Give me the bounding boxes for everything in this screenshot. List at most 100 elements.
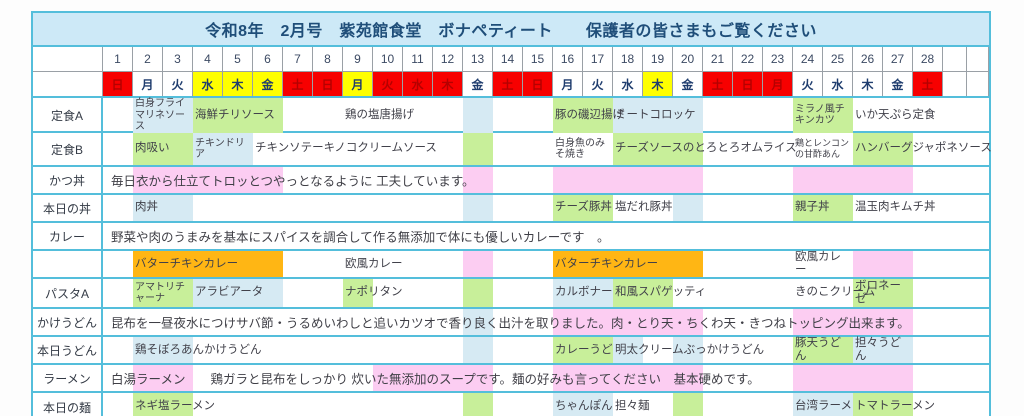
date-cell: 9 bbox=[343, 47, 373, 72]
menu-item-cell: 欧風カレー bbox=[345, 257, 403, 270]
highlight-cell bbox=[463, 337, 493, 364]
date-cell: 19 bbox=[643, 47, 673, 72]
menu-row: かつ丼 毎日衣から仕立てトロッとつやっとなるように 工夫しています。 bbox=[33, 167, 989, 195]
date-cell: 27 bbox=[883, 47, 913, 72]
row-description-text: 白湯ラーメン 鶏ガラと昆布をしっかり 炊いた無添加のスープです。麺の好みも言って… bbox=[111, 372, 760, 387]
menu-row: カレー 野菜や肉のうまみを基本にスパイスを調合して作る無添加で体にも優しいカレーで… bbox=[33, 223, 989, 251]
row-label: かつ丼 bbox=[33, 167, 103, 193]
highlight-cell bbox=[463, 167, 493, 193]
menu-item-cell: 海鮮チリソース bbox=[193, 98, 283, 133]
date-cell: 3 bbox=[163, 47, 193, 72]
menu-item-cell: ナポリタン bbox=[343, 279, 403, 307]
header-extra-cell bbox=[943, 47, 967, 72]
date-cell: 4 bbox=[193, 47, 223, 72]
date-cell: 6 bbox=[253, 47, 283, 72]
menu-item-cell: 親子丼 bbox=[793, 195, 853, 221]
highlight-cell bbox=[463, 393, 493, 416]
weekday-cell: 日 bbox=[103, 72, 133, 96]
highlight-cell bbox=[673, 337, 703, 364]
weekday-cell: 月 bbox=[133, 72, 163, 96]
date-cell: 18 bbox=[613, 47, 643, 72]
weekday-cell: 月 bbox=[343, 72, 373, 96]
menu-item-cell: 鶏そぼろあんかけうどん bbox=[133, 337, 262, 364]
highlight-cell bbox=[673, 195, 703, 221]
date-cell: 23 bbox=[763, 47, 793, 72]
date-cell: 12 bbox=[433, 47, 463, 72]
menu-item-cell: 欧風カレー bbox=[795, 251, 841, 277]
weekday-cell: 水 bbox=[193, 72, 223, 96]
header-extra-cell bbox=[967, 47, 989, 72]
menu-row: かけうどん 昆布を一昼夜水につけサバ節・うるめいわしと追いカツオで香り良く出汁を取… bbox=[33, 309, 989, 337]
date-cell: 24 bbox=[793, 47, 823, 72]
menu-item-cell: 豚天うどん bbox=[793, 337, 853, 364]
highlight-cell bbox=[373, 365, 493, 391]
weekday-cell: 火 bbox=[793, 72, 823, 96]
row-label: 本日の丼 bbox=[33, 195, 103, 221]
date-row: 1 2 3 4 5 6 7 8 9 10 11 12 13 14 15 16 17 18 19 20 21 22 23 24 2… bbox=[33, 47, 989, 72]
row-label: かけうどん bbox=[33, 309, 103, 335]
header-spacer-cell bbox=[33, 72, 103, 96]
weekday-cell: 木 bbox=[643, 72, 673, 96]
menu-item-cell: チキンソテーキノコクリームソース bbox=[255, 142, 437, 155]
row-description-text: 毎日衣から仕立てトロッとつやっとなるように 工夫しています。 bbox=[111, 174, 475, 189]
menu-item-cell: 白身フライマリネソース bbox=[133, 98, 193, 133]
weekday-cell: 土 bbox=[493, 72, 523, 96]
date-cell: 2 bbox=[133, 47, 163, 72]
menu-row: 本日うどん 鶏そぼろあんかけうどん カレーうどん 明太クリームぶっかけうどん 豚天うどん… bbox=[33, 337, 989, 365]
weekday-cell: 火 bbox=[163, 72, 193, 96]
row-label bbox=[33, 251, 103, 278]
menu-item-cell: 豚の磯辺揚げ bbox=[553, 98, 624, 133]
highlight-cell bbox=[463, 251, 493, 278]
menu-row: 本日の麺 ネギ塩ラーメン ちゃんぽん 担々麺 台湾ラーメン トマトラーメン bbox=[33, 393, 989, 416]
menu-item-cell: 担々うどん bbox=[853, 337, 913, 364]
row-label: ラーメン bbox=[33, 365, 103, 391]
menu-row: 定食B 肉吸い チキンドリア チキンソテーキノコクリームソース 白身魚のみそ焼き チーズソ… bbox=[33, 133, 992, 167]
date-cell: 11 bbox=[403, 47, 433, 72]
weekday-cell: 土 bbox=[703, 72, 733, 96]
weekday-cell: 金 bbox=[883, 72, 913, 96]
menu-item-cell: バターチキンカレー bbox=[133, 251, 283, 278]
highlight-cell bbox=[463, 279, 493, 307]
weekday-cell: 金 bbox=[463, 72, 493, 96]
menu-row: 本日の丼 肉丼 チーズ豚丼 塩だれ豚丼 親子丼 温玉肉キムチ丼 bbox=[33, 195, 989, 223]
highlight-cell bbox=[673, 393, 703, 416]
weekday-cell: 日 bbox=[523, 72, 553, 96]
menu-item-cell: チーズソースのとろとろオムライス bbox=[613, 133, 797, 165]
highlight-cell bbox=[553, 167, 703, 193]
menu-item-cell: ミートコロッケ bbox=[613, 98, 703, 133]
calendar-rows: 1 2 3 4 5 6 7 8 9 10 11 12 13 14 15 16 17 18 19 20 21 22 23 24 2… bbox=[33, 47, 992, 416]
weekday-cell: 土 bbox=[283, 72, 313, 96]
date-cell: 25 bbox=[823, 47, 853, 72]
menu-item-cell: いか天ぷら定食 bbox=[855, 108, 936, 121]
date-cell: 7 bbox=[283, 47, 313, 72]
weekday-cell: 木 bbox=[223, 72, 253, 96]
highlight-cell bbox=[853, 251, 913, 278]
menu-item-cell: ハンバーグジャポネソース bbox=[853, 133, 992, 165]
menu-item-cell: 明太クリームぶっかけうどん bbox=[613, 337, 764, 364]
date-cell: 8 bbox=[313, 47, 343, 72]
weekday-cell: 火 bbox=[583, 72, 613, 96]
row-label: 定食A bbox=[33, 98, 103, 133]
weekday-cell: 月 bbox=[553, 72, 583, 96]
menu-row: バターチキンカレー 欧風カレー バターチキンカレー 欧風カレー bbox=[33, 251, 989, 279]
menu-item-cell: 肉吸い bbox=[133, 133, 193, 165]
highlight-cell bbox=[793, 167, 913, 193]
weekday-cell: 日 bbox=[313, 72, 343, 96]
menu-item-cell: 鶏とレンコンの甘酢あん bbox=[795, 138, 850, 159]
date-cell: 21 bbox=[703, 47, 733, 72]
menu-item-cell: 台湾ラーメン bbox=[793, 393, 864, 416]
weekday-row: 日月火水木金土日月火水木金土日月火水木金土日月火水木金土 bbox=[33, 72, 989, 98]
date-cell: 15 bbox=[523, 47, 553, 72]
date-cell: 10 bbox=[373, 47, 403, 72]
page-title: 令和8年 2月号 紫苑館食堂 ボナペティート 保護者の皆さまもご覧ください bbox=[33, 13, 989, 47]
weekday-cell: 日 bbox=[733, 72, 763, 96]
date-cell: 28 bbox=[913, 47, 943, 72]
header-spacer-cell bbox=[33, 47, 103, 72]
row-label: パスタA bbox=[33, 279, 103, 307]
weekday-cell: 水 bbox=[403, 72, 433, 96]
header-extra-cell bbox=[967, 72, 989, 96]
menu-row: 定食A 白身フライマリネソース 海鮮チリソース 鶏の塩唐揚げ 豚の磯辺揚げ ミートコロッケ… bbox=[33, 98, 989, 133]
menu-item-cell: チキンドリア bbox=[193, 133, 253, 165]
